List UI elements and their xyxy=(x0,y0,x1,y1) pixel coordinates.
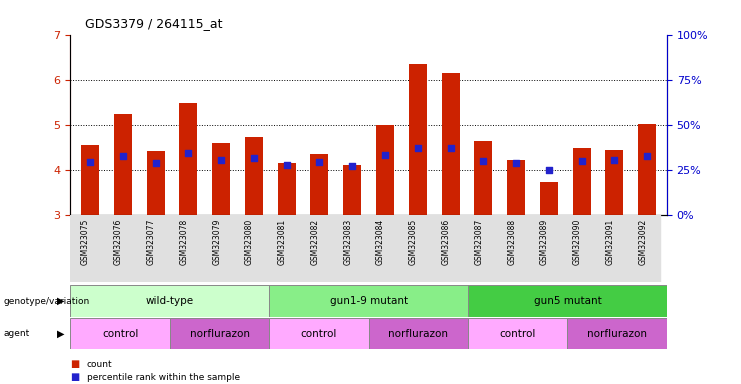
Bar xyxy=(81,145,99,215)
Bar xyxy=(343,166,362,215)
Text: GSM323083: GSM323083 xyxy=(343,218,352,265)
Text: count: count xyxy=(87,359,113,369)
Point xyxy=(346,163,358,169)
Bar xyxy=(179,103,197,215)
Text: GSM323087: GSM323087 xyxy=(474,218,483,265)
Point xyxy=(182,150,194,156)
Point xyxy=(84,159,96,165)
Text: gun1-9 mutant: gun1-9 mutant xyxy=(330,296,408,306)
Bar xyxy=(638,124,657,215)
Text: GSM323085: GSM323085 xyxy=(409,218,418,265)
Bar xyxy=(573,148,591,215)
Bar xyxy=(568,318,667,349)
Text: ■: ■ xyxy=(70,359,79,369)
Text: agent: agent xyxy=(4,329,30,338)
Point xyxy=(576,158,588,164)
Point xyxy=(445,145,456,151)
Bar xyxy=(474,141,492,215)
Bar xyxy=(376,125,394,215)
Point xyxy=(215,157,227,163)
Bar xyxy=(245,137,263,215)
Point xyxy=(150,160,162,166)
Text: GSM323092: GSM323092 xyxy=(638,218,647,265)
Text: GSM323082: GSM323082 xyxy=(310,218,319,265)
Text: gun5 mutant: gun5 mutant xyxy=(534,296,602,306)
Bar xyxy=(409,64,427,215)
Text: GSM323076: GSM323076 xyxy=(114,218,123,265)
Text: control: control xyxy=(499,329,536,339)
Text: ■: ■ xyxy=(70,372,79,382)
Text: GSM323078: GSM323078 xyxy=(179,218,188,265)
Text: GSM323091: GSM323091 xyxy=(605,218,614,265)
Text: GSM323075: GSM323075 xyxy=(81,218,90,265)
Text: GSM323088: GSM323088 xyxy=(507,218,516,265)
Text: GSM323084: GSM323084 xyxy=(376,218,385,265)
Point xyxy=(281,161,293,167)
Text: ▶: ▶ xyxy=(57,296,64,306)
Point xyxy=(313,159,325,165)
Text: control: control xyxy=(301,329,337,339)
Text: GSM323077: GSM323077 xyxy=(147,218,156,265)
Point xyxy=(511,160,522,166)
Text: GSM323089: GSM323089 xyxy=(540,218,549,265)
Point xyxy=(117,153,129,159)
Bar xyxy=(70,318,170,349)
Text: norflurazon: norflurazon xyxy=(190,329,250,339)
Bar xyxy=(468,285,667,317)
Bar xyxy=(269,285,468,317)
Text: GSM323090: GSM323090 xyxy=(573,218,582,265)
Text: GSM323086: GSM323086 xyxy=(442,218,451,265)
Text: genotype/variation: genotype/variation xyxy=(4,296,90,306)
Text: GSM323079: GSM323079 xyxy=(212,218,221,265)
Bar xyxy=(468,318,568,349)
Point xyxy=(248,155,260,161)
Bar xyxy=(368,318,468,349)
Bar xyxy=(147,151,165,215)
Bar xyxy=(269,318,369,349)
Text: norflurazon: norflurazon xyxy=(587,329,647,339)
Point xyxy=(543,167,555,173)
Text: percentile rank within the sample: percentile rank within the sample xyxy=(87,372,240,382)
Point xyxy=(608,157,620,163)
Bar xyxy=(170,318,269,349)
Text: wild-type: wild-type xyxy=(146,296,194,306)
Bar xyxy=(114,114,132,215)
Text: norflurazon: norflurazon xyxy=(388,329,448,339)
Bar xyxy=(507,160,525,215)
Point xyxy=(477,158,489,164)
Point xyxy=(412,145,424,151)
Text: GSM323080: GSM323080 xyxy=(245,218,254,265)
Text: ▶: ▶ xyxy=(57,329,64,339)
Bar xyxy=(540,182,558,215)
Text: GDS3379 / 264115_at: GDS3379 / 264115_at xyxy=(85,17,223,30)
Point xyxy=(379,152,391,159)
Text: control: control xyxy=(102,329,139,339)
Bar xyxy=(442,73,459,215)
Bar xyxy=(212,143,230,215)
Bar xyxy=(605,150,623,215)
Bar xyxy=(310,154,328,215)
Bar xyxy=(70,285,269,317)
Text: GSM323081: GSM323081 xyxy=(278,218,287,265)
Bar xyxy=(278,163,296,215)
Point xyxy=(641,153,653,159)
